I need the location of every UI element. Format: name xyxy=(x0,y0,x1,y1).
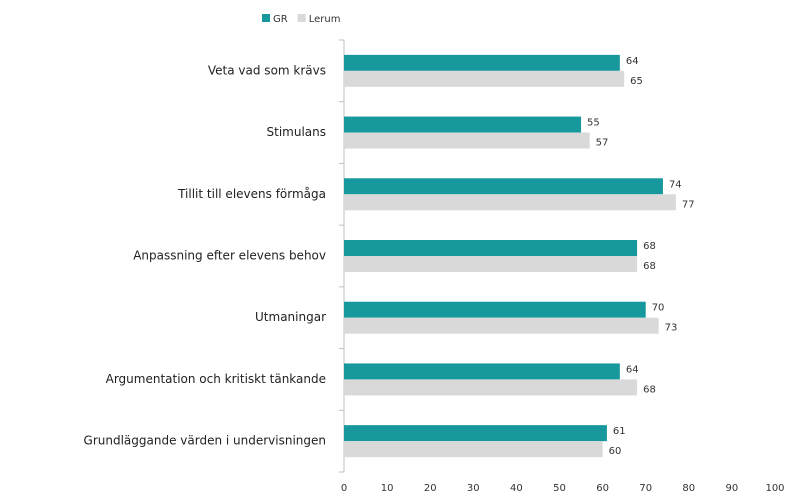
bar xyxy=(344,132,590,149)
data-label: 61 xyxy=(613,426,626,437)
data-label: 57 xyxy=(596,138,609,149)
legend-swatch xyxy=(297,14,306,22)
data-label: 65 xyxy=(630,76,643,87)
data-label: 64 xyxy=(626,364,639,375)
data-label: 55 xyxy=(587,118,600,129)
data-label: 68 xyxy=(643,384,656,395)
x-tick-label: 50 xyxy=(553,483,566,494)
data-label: 60 xyxy=(609,446,622,457)
x-tick-label: 10 xyxy=(381,483,394,494)
data-label: 73 xyxy=(665,323,678,334)
data-label: 68 xyxy=(643,241,656,252)
x-tick-label: 100 xyxy=(765,483,784,494)
bar xyxy=(344,256,638,272)
bar xyxy=(344,194,676,211)
x-tick-label: 90 xyxy=(726,483,739,494)
bar xyxy=(344,116,582,133)
bar xyxy=(344,240,638,256)
y-tick-label: Anpassning efter elevens behov xyxy=(133,249,326,263)
bar xyxy=(344,363,620,380)
bar xyxy=(344,54,620,71)
bar xyxy=(344,317,659,334)
x-tick-label: 20 xyxy=(424,483,437,494)
data-label: 68 xyxy=(643,261,656,272)
y-tick-label: Tillit till elevens förmåga xyxy=(177,187,326,201)
bar xyxy=(344,379,638,396)
y-tick-label: Veta vad som krävs xyxy=(208,63,326,77)
x-tick-label: 40 xyxy=(510,483,523,494)
y-tick-label: Grundläggande värden i undervisningen xyxy=(84,434,326,448)
data-label: 74 xyxy=(669,179,682,190)
bar xyxy=(344,178,663,195)
x-tick-label: 70 xyxy=(639,483,652,494)
x-tick-label: 30 xyxy=(467,483,480,494)
bar xyxy=(344,301,646,318)
y-tick-label: Stimulans xyxy=(267,125,327,139)
data-label: 64 xyxy=(626,56,639,67)
data-label: 70 xyxy=(652,303,665,314)
legend-label: Lerum xyxy=(309,14,341,25)
bar xyxy=(344,441,603,458)
data-label: 77 xyxy=(682,199,695,210)
y-tick-label: Utmaningar xyxy=(255,310,326,324)
x-tick-label: 0 xyxy=(341,483,347,494)
bar xyxy=(344,425,607,442)
y-tick-label: Argumentation och kritiskt tänkande xyxy=(106,372,326,386)
x-tick-label: 60 xyxy=(596,483,609,494)
x-tick-label: 80 xyxy=(682,483,695,494)
legend-swatch xyxy=(262,14,270,22)
bar xyxy=(344,70,625,87)
legend-label: GR xyxy=(273,14,288,25)
